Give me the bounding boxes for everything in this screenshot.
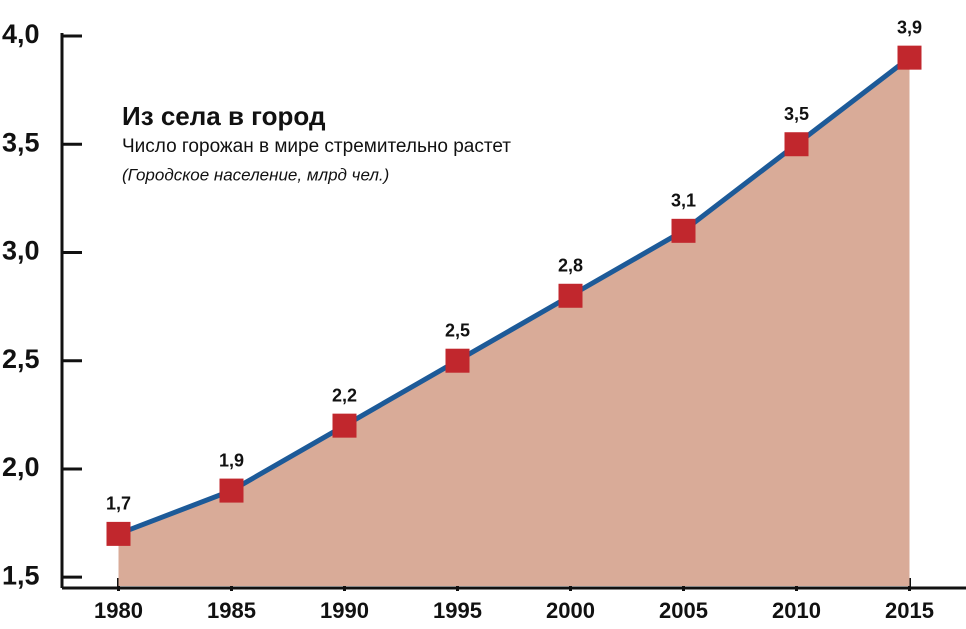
marker (219, 478, 244, 503)
marker (332, 413, 357, 438)
y-tick-label: 1,5 (2, 560, 40, 590)
x-tick-label: 1990 (320, 598, 369, 623)
chart-subtitle: Число горожан в мире стремительно растет (122, 136, 511, 157)
value-label: 2,8 (558, 256, 583, 276)
marker (558, 283, 583, 308)
x-tick-label: 2000 (546, 598, 595, 623)
y-tick-label: 2,0 (2, 452, 40, 482)
marker (106, 521, 131, 546)
y-tick-label: 4,0 (2, 19, 40, 49)
value-label: 1,7 (106, 494, 131, 514)
marker (897, 45, 922, 70)
x-tick-label: 1995 (433, 598, 482, 623)
x-tick-label: 2015 (885, 598, 934, 623)
value-label: 2,5 (445, 320, 470, 340)
x-tick-label: 1980 (94, 598, 143, 623)
value-label: 2,2 (332, 385, 357, 405)
marker (671, 218, 696, 243)
y-tick-label: 3,0 (2, 236, 40, 266)
value-label: 3,5 (784, 104, 809, 124)
value-label: 1,9 (219, 450, 244, 470)
marker (784, 132, 809, 157)
chart-note: (Городское население, млрд чел.) (122, 165, 389, 184)
x-tick-label: 2005 (659, 598, 708, 623)
y-tick-label: 3,5 (2, 127, 40, 157)
x-tick-label: 1985 (207, 598, 256, 623)
area (118, 57, 910, 587)
marker (445, 348, 470, 373)
value-label: 3,1 (671, 191, 696, 211)
x-tick-label: 2010 (772, 598, 821, 623)
value-label: 3,9 (897, 17, 922, 37)
chart-title: Из села в город (122, 101, 326, 131)
line (117, 55, 912, 537)
y-tick-label: 2,5 (2, 344, 40, 374)
